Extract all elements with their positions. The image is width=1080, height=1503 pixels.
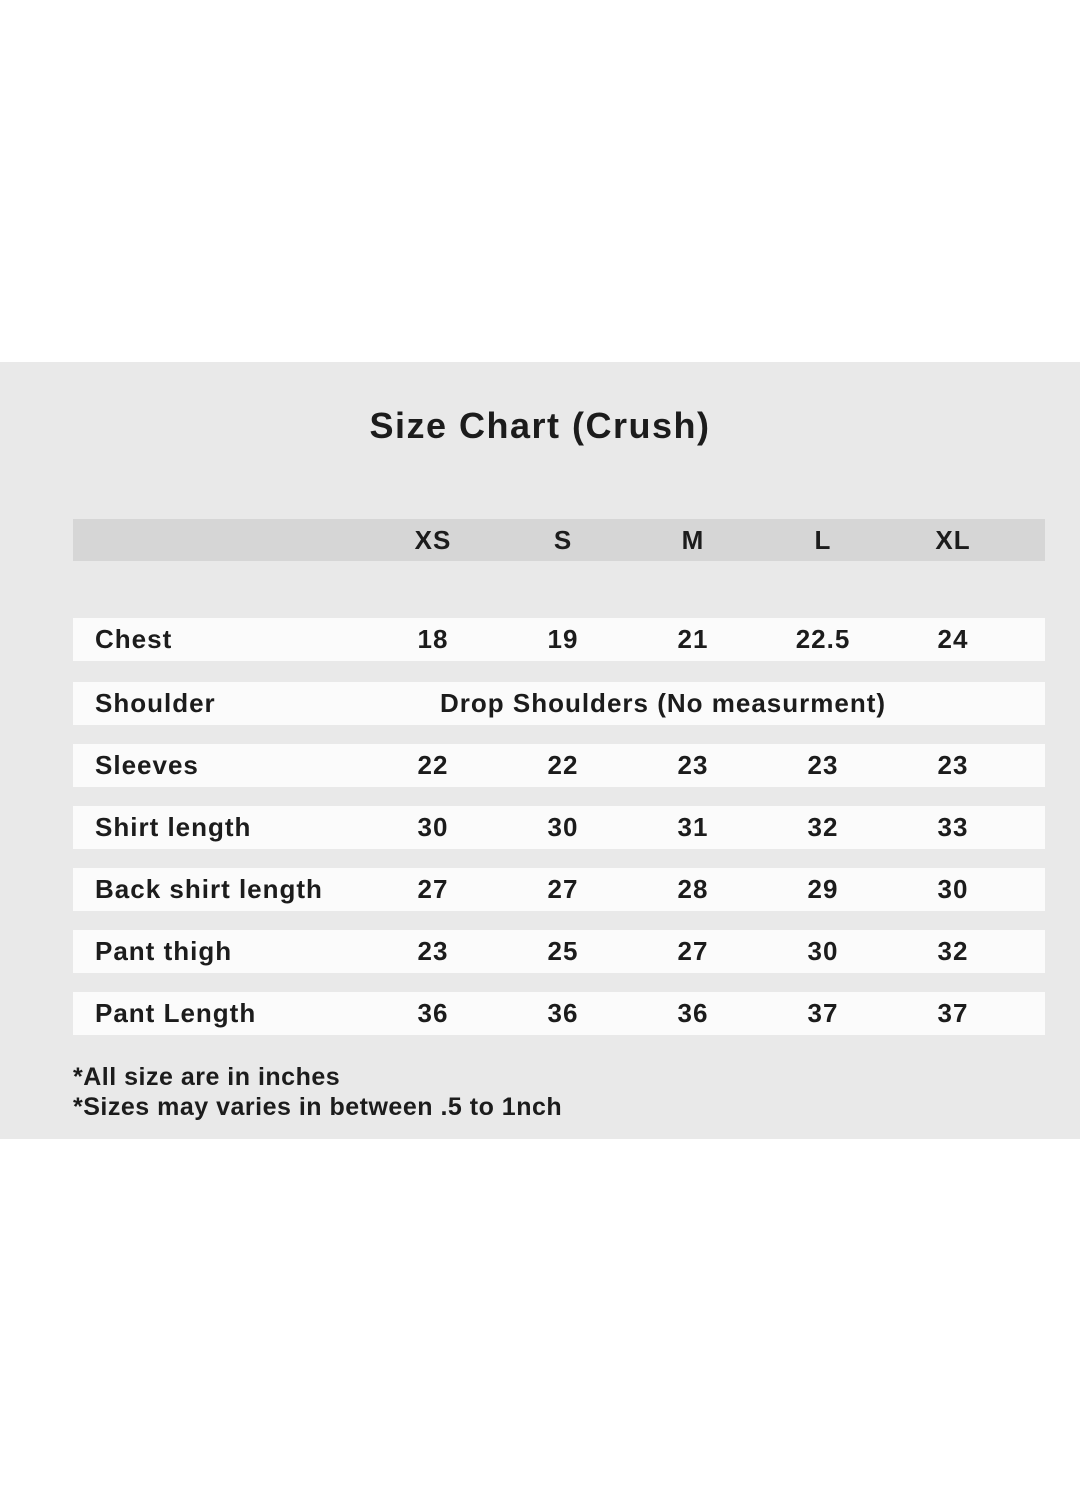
chest-value-s: 19	[547, 624, 579, 654]
chest-value-l: 22.5	[795, 624, 851, 654]
footnotes: *All size are in inches *Sizes may varie…	[73, 1062, 562, 1122]
column-header-l: L	[814, 524, 832, 555]
sleeves-value-l: 23	[807, 750, 839, 780]
pant-length-value-s: 36	[547, 998, 579, 1028]
back-shirt-length-value-m: 28	[677, 874, 709, 904]
column-header-xs: XS	[414, 524, 452, 555]
table-row-back-shirt-length: Back shirt length 27 27 28 29 30	[73, 868, 1045, 911]
shirt-length-value-m: 31	[677, 812, 709, 842]
size-table: XS S M L XL Chest 18 19 21 22.5 24 Shoul…	[73, 519, 1045, 1035]
row-label-back-shirt-length: Back shirt length	[95, 874, 323, 904]
table-row-pant-length: Pant Length 36 36 36 37 37	[73, 992, 1045, 1035]
back-shirt-length-value-xs: 27	[417, 874, 449, 904]
chest-value-m: 21	[677, 624, 709, 654]
sleeves-value-m: 23	[677, 750, 709, 780]
pant-thigh-value-m: 27	[677, 936, 709, 966]
shirt-length-value-xs: 30	[417, 812, 449, 842]
row-label-shirt-length: Shirt length	[95, 812, 252, 842]
column-header-m: M	[681, 524, 705, 555]
chest-value-xl: 24	[937, 624, 969, 654]
sleeves-value-xs: 22	[417, 750, 449, 780]
size-table-header-row: XS S M L XL	[73, 519, 1045, 561]
column-header-s: S	[553, 524, 573, 555]
pant-thigh-value-xs: 23	[417, 936, 449, 966]
row-label-pant-length: Pant Length	[95, 998, 257, 1028]
footnote-sizes-in-inches: *All size are in inches	[73, 1063, 341, 1091]
shirt-length-value-l: 32	[807, 812, 839, 842]
size-chart-title: Size Chart (Crush)	[369, 405, 711, 446]
back-shirt-length-value-s: 27	[547, 874, 579, 904]
shirt-length-value-s: 30	[547, 812, 579, 842]
table-row-pant-thigh: Pant thigh 23 25 27 30 32	[73, 930, 1045, 973]
pant-length-value-l: 37	[807, 998, 839, 1028]
pant-length-value-m: 36	[677, 998, 709, 1028]
pant-thigh-value-xl: 32	[937, 936, 969, 966]
table-row-sleeves: Sleeves 22 22 23 23 23	[73, 744, 1045, 787]
size-chart-panel: Size Chart (Crush) XS S M L XL Chest 18 …	[0, 362, 1080, 1139]
pant-length-value-xl: 37	[937, 998, 969, 1028]
row-label-sleeves: Sleeves	[95, 750, 199, 780]
table-row-chest: Chest 18 19 21 22.5 24	[73, 618, 1045, 661]
sleeves-value-xl: 23	[937, 750, 969, 780]
column-header-xl: XL	[935, 524, 971, 555]
shirt-length-value-xl: 33	[937, 812, 969, 842]
back-shirt-length-value-xl: 30	[937, 874, 969, 904]
pant-length-value-xs: 36	[417, 998, 449, 1028]
table-row-shirt-length: Shirt length 30 30 31 32 33	[73, 806, 1045, 849]
shoulder-span-cell: Drop Shoulders (No measurment)	[439, 688, 887, 718]
pant-thigh-value-l: 30	[807, 936, 839, 966]
pant-thigh-value-s: 25	[547, 936, 579, 966]
back-shirt-length-value-l: 29	[807, 874, 839, 904]
footnote-size-variance: *Sizes may varies in between .5 to 1nch	[73, 1093, 563, 1121]
sleeves-value-s: 22	[547, 750, 579, 780]
table-row-shoulder: Shoulder Drop Shoulders (No measurment)	[73, 682, 1045, 725]
row-label-shoulder: Shoulder	[95, 688, 216, 718]
row-label-pant-thigh: Pant thigh	[95, 936, 233, 966]
row-label-chest: Chest	[95, 624, 173, 654]
chest-value-xs: 18	[417, 624, 449, 654]
